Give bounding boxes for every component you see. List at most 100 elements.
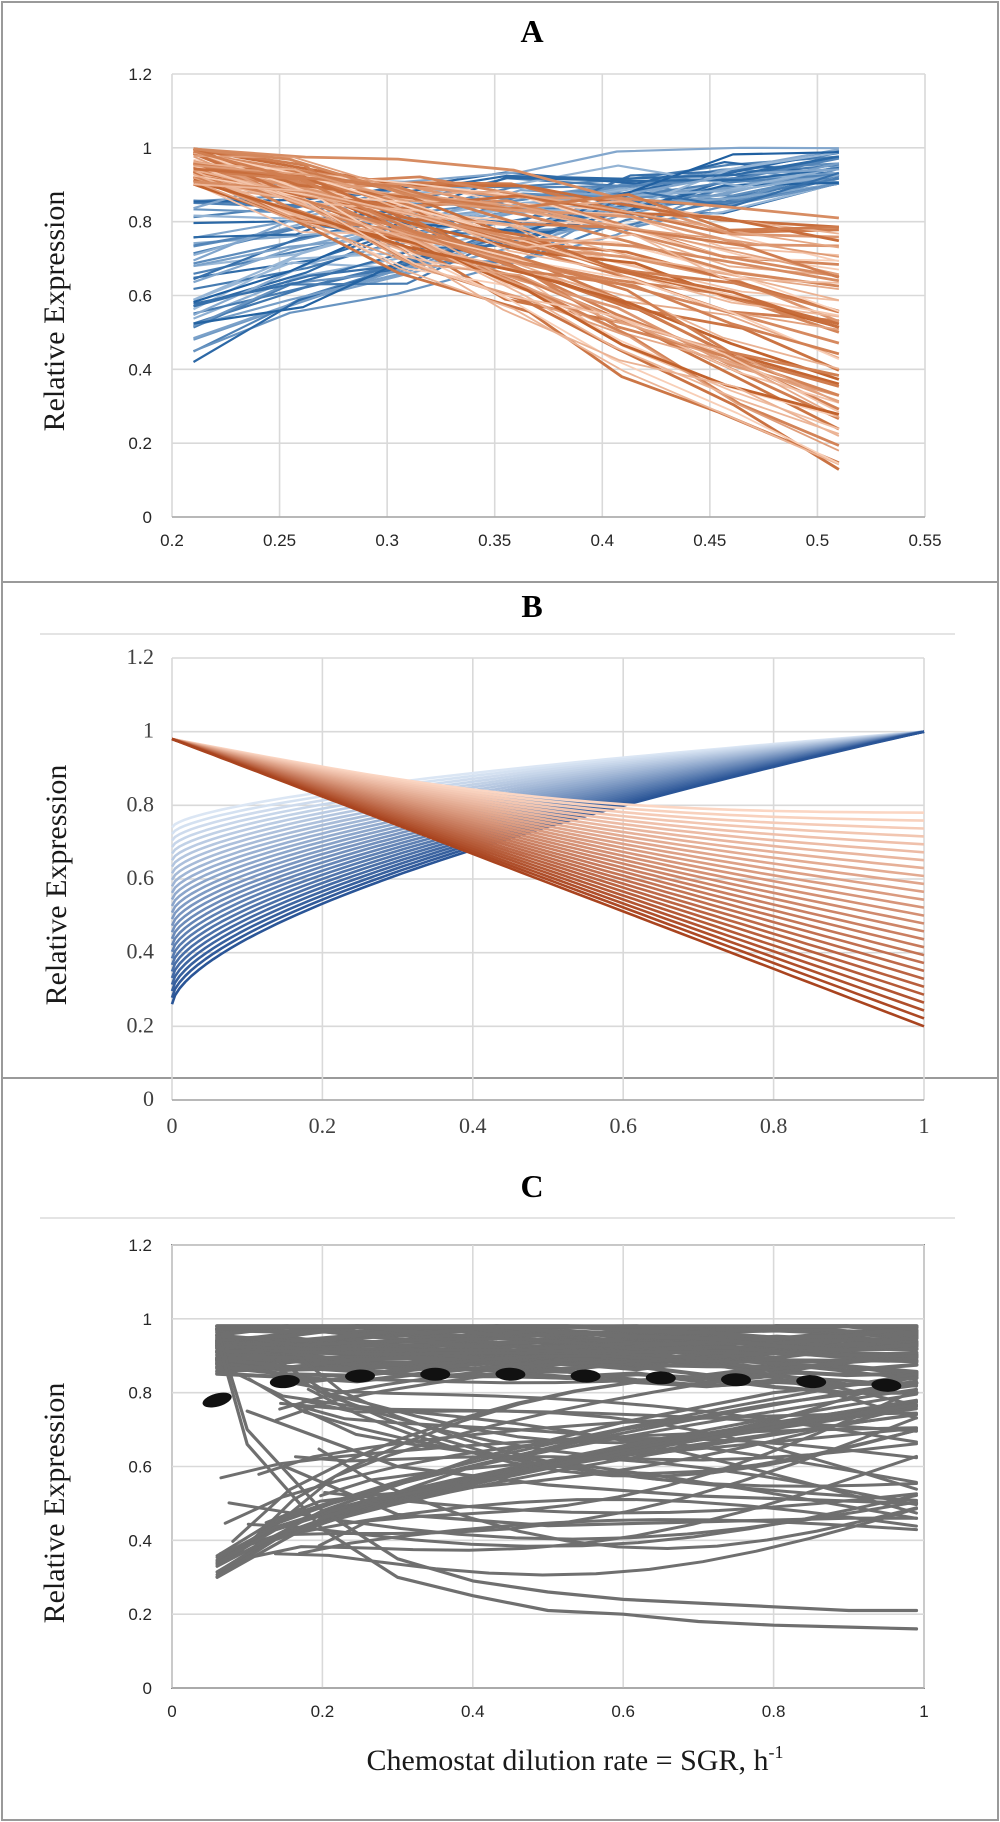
panel-c-mean-dash — [495, 1367, 526, 1381]
panel-a-orange-series — [193, 173, 840, 437]
panel-c-series — [274, 1358, 918, 1422]
panel-c-highlighted-series — [283, 1464, 919, 1528]
panel-b-x-tick-label: 0.6 — [609, 1113, 637, 1138]
panel-b-tick-labels: 0 0.2 0.4 0.6 0.8 1 0 0.2 0.4 0.6 0.8 1 1.2 — [127, 644, 930, 1138]
panel-b-x-tick-label: 0.4 — [459, 1113, 487, 1138]
panel-a: 0.2 0.25 0.3 0.35 0.4 0.45 0.5 0.55 0 0.2 0.4 0.6 0.… — [128, 65, 941, 550]
panel-b-x-tick-label: 0.2 — [309, 1113, 337, 1138]
panel-c-y-label: Relative Expression — [38, 1383, 71, 1624]
x-axis-label-superscript: -1 — [768, 1742, 783, 1762]
panel-b-x-tick-label: 1 — [919, 1113, 930, 1138]
panel-c-series — [316, 1373, 918, 1445]
panel-a-orange-series — [193, 183, 839, 284]
panel-c-mean-dash — [202, 1392, 232, 1408]
panel-a-y-tick-label: 0.8 — [128, 213, 152, 232]
panel-c-series — [295, 1351, 918, 1385]
panel-c-y-tick-label: 0.4 — [128, 1531, 152, 1550]
panel-c-series — [215, 1387, 918, 1558]
panel-a-series-lines — [192, 146, 840, 471]
panel-b-y-tick-label: 0.2 — [127, 1012, 155, 1037]
panel-a-orange-series — [193, 163, 840, 435]
panel-a-y-label: Relative Expression — [38, 191, 71, 432]
panel-c-highlighted-series — [245, 1409, 919, 1505]
panel-b: 0 0.2 0.4 0.6 0.8 1 0 0.2 0.4 0.6 0.8 1 1.2 — [127, 644, 930, 1138]
panel-c-y-tick-label: 1.2 — [128, 1236, 152, 1255]
panel-a-x-tick-label: 0.5 — [806, 531, 830, 550]
panel-a-orange-series — [193, 155, 840, 276]
panel-a-orange-series — [192, 152, 840, 471]
panel-a-orange-series — [192, 162, 840, 397]
panel-a-orange-series — [193, 151, 840, 278]
panel-a-x-tick-label: 0.2 — [160, 531, 184, 550]
panel-a-orange-series — [193, 176, 840, 356]
panel-b-title: B — [521, 588, 542, 624]
panel-c-title: C — [520, 1168, 543, 1204]
panel-c-series — [228, 1344, 918, 1358]
panel-a-orange-series — [193, 147, 840, 220]
panel-c-series — [264, 1404, 918, 1525]
panel-a-orange-series — [193, 168, 840, 314]
panel-c-highlighted-series — [215, 1328, 919, 1613]
panel-a-orange-series — [193, 169, 840, 243]
panel-a-tick-labels: 0.2 0.25 0.3 0.35 0.4 0.45 0.5 0.55 0 0.2 0.4 0.6 0.… — [128, 65, 941, 550]
panel-b-orange-series — [171, 737, 925, 1028]
panel-a-y-tick-label: 1 — [143, 139, 152, 158]
panel-b-y-tick-label: 0.4 — [127, 939, 155, 964]
panel-c-mean-dash — [345, 1369, 375, 1383]
panel-a-x-tick-label: 0.35 — [478, 531, 511, 550]
panel-a-x-tick-label: 0.3 — [375, 531, 399, 550]
panel-c-y-tick-label: 0.6 — [128, 1458, 152, 1477]
panel-c-highlighted-series — [215, 1335, 919, 1631]
panel-c-series-lines — [215, 1324, 919, 1631]
panel-c-x-tick-label: 0.8 — [762, 1702, 786, 1721]
panel-c-mean-dash — [645, 1371, 676, 1385]
panel-c: 0 0.2 0.4 0.6 0.8 1 0 0.2 0.4 0.6 0.8 1 1.2 — [128, 1236, 928, 1721]
panel-c-x-tick-label: 1 — [919, 1702, 928, 1721]
panel-a-y-tick-label: 0 — [143, 508, 152, 527]
panel-c-highlighted-series — [215, 1383, 919, 1579]
panel-a-orange-series — [193, 147, 840, 288]
panel-a-y-tick-label: 0.2 — [128, 434, 152, 453]
panel-a-orange-series — [193, 164, 840, 258]
panel-c-x-tick-label: 0.6 — [611, 1702, 635, 1721]
panel-c-x-tick-label: 0.4 — [461, 1702, 485, 1721]
panel-a-x-tick-label: 0.55 — [908, 531, 941, 550]
panel-b-y-tick-label: 0.8 — [127, 791, 155, 816]
panel-b-y-tick-label: 0 — [143, 1086, 154, 1111]
panel-c-series — [289, 1349, 918, 1488]
panel-b-x-tick-label: 0 — [167, 1113, 178, 1138]
x-axis-label-text: Chemostat dilution rate = SGR, h — [367, 1744, 769, 1777]
panel-b-y-tick-label: 0.6 — [127, 865, 155, 890]
panel-c-series — [215, 1324, 919, 1353]
panel-c-mean-dash — [871, 1378, 902, 1392]
panel-b-x-tick-label: 0.8 — [760, 1113, 788, 1138]
panel-a-x-tick-label: 0.4 — [590, 531, 614, 550]
panel-a-title: A — [520, 13, 543, 49]
panel-b-series-lines — [170, 730, 925, 1028]
panel-c-mean-dash — [721, 1373, 751, 1387]
panel-c-series — [243, 1454, 918, 1560]
panel-c-mean-dash — [796, 1375, 827, 1389]
panel-a-orange-series — [193, 162, 840, 279]
panel-a-y-tick-label: 0.6 — [128, 287, 152, 306]
x-axis-label: Chemostat dilution rate = SGR, h-1 — [367, 1742, 784, 1777]
panel-c-x-tick-label: 0 — [167, 1702, 176, 1721]
panel-a-blue-series — [193, 155, 840, 239]
panel-c-series — [323, 1491, 918, 1515]
panel-a-x-tick-label: 0.25 — [263, 531, 296, 550]
panel-b-y-tick-label: 1.2 — [127, 644, 155, 669]
panel-c-series — [273, 1507, 918, 1577]
panel-a-y-tick-label: 1.2 — [128, 65, 152, 84]
panel-c-series — [215, 1324, 919, 1344]
panel-a-orange-series — [193, 164, 840, 413]
panel-c-series — [280, 1352, 918, 1522]
panel-c-highlighted-series — [215, 1376, 919, 1568]
panel-a-blue-series — [193, 151, 839, 304]
panel-c-mean-series — [202, 1367, 902, 1408]
panel-a-orange-series — [193, 149, 840, 377]
panel-a-orange-series — [193, 178, 840, 381]
panel-a-orange-series — [193, 162, 840, 302]
panel-c-y-tick-label: 1 — [143, 1310, 152, 1329]
